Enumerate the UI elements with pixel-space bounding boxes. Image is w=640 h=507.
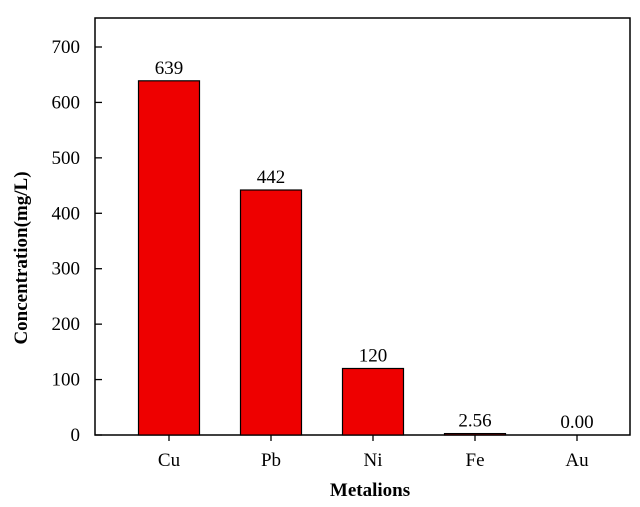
x-tick-label-pb: Pb — [261, 450, 281, 471]
y-tick-label: 100 — [52, 370, 81, 391]
bars — [137, 80, 507, 436]
data-label-cu: 639 — [155, 58, 184, 79]
data-label-au: 0.00 — [560, 412, 593, 433]
x-tick-label-fe: Fe — [466, 450, 485, 471]
y-axis-title: Concentration(mg/L) — [11, 171, 32, 344]
bar-ni — [341, 367, 405, 436]
y-axis-ticks: 0 100 200 300 400 500 600 700 — [52, 37, 102, 446]
y-tick-label: 600 — [52, 92, 81, 113]
bar-pb — [239, 189, 303, 436]
data-labels: 639 442 120 2.56 0.00 — [155, 58, 594, 433]
bar-cu — [137, 80, 201, 436]
y-tick-label: 200 — [52, 314, 81, 335]
x-tick-label-au: Au — [565, 450, 589, 471]
y-tick-label: 400 — [52, 203, 81, 224]
x-tick-label-cu: Cu — [158, 450, 181, 471]
x-axis-title: Metalions — [330, 480, 410, 501]
y-tick-label: 0 — [71, 425, 81, 446]
data-label-fe: 2.56 — [458, 411, 491, 432]
x-tick-label-ni: Ni — [364, 450, 383, 471]
x-axis-ticks: Cu Pb Ni Fe Au — [158, 435, 589, 471]
bar-fe — [443, 432, 507, 436]
y-tick-label: 500 — [52, 148, 81, 169]
y-tick-label: 300 — [52, 259, 81, 280]
data-label-ni: 120 — [359, 345, 388, 366]
y-tick-label: 700 — [52, 37, 81, 58]
data-label-pb: 442 — [257, 167, 286, 188]
